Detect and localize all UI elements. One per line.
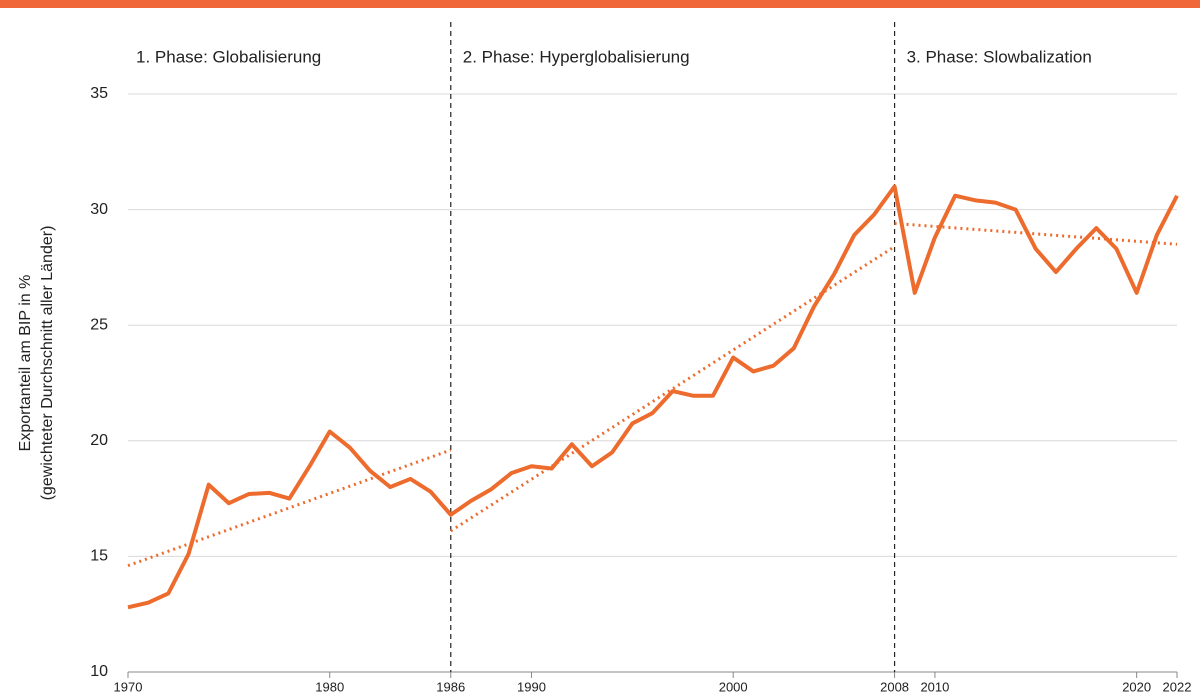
y-axis-label: Exportanteil am BIP in %	[17, 275, 34, 452]
x-tick-label: 1986	[436, 679, 465, 694]
y-tick-label: 10	[90, 663, 108, 680]
x-tick-label: 2000	[719, 679, 748, 694]
y-tick-label: 25	[90, 316, 108, 333]
data-line	[127, 184, 1179, 610]
y-tick-label: 30	[90, 201, 108, 218]
x-tick-label: 1990	[517, 679, 546, 694]
y-tick-label: 35	[90, 85, 108, 102]
y-tick-label: 15	[90, 548, 108, 565]
x-tick-label: 1980	[315, 679, 344, 694]
trend-line	[449, 245, 896, 533]
phase-label: 1. Phase: Globalisierung	[136, 47, 321, 66]
trend-line	[894, 221, 1178, 246]
y-axis-label: (gewichteter Durchschnitt aller Länder)	[39, 226, 56, 501]
y-tick-label: 20	[90, 432, 108, 449]
x-tick-label: 2010	[920, 679, 949, 694]
x-tick-label: 2022	[1163, 679, 1192, 694]
x-tick-label: 2008	[880, 679, 909, 694]
x-tick-label: 1970	[114, 679, 143, 694]
phase-label: 2. Phase: Hyperglobalisierung	[463, 47, 690, 66]
top-bar	[0, 0, 1200, 8]
trend-line	[127, 448, 452, 568]
phase-label: 3. Phase: Slowbalization	[907, 47, 1092, 66]
x-tick-label: 2020	[1122, 679, 1151, 694]
